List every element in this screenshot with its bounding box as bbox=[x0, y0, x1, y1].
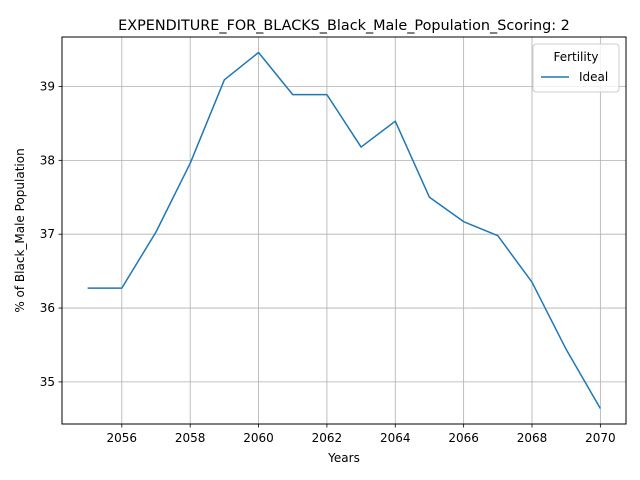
legend-box bbox=[532, 43, 620, 93]
y-axis-ticks: 35 36 37 38 39 bbox=[40, 79, 62, 389]
x-tick-label: 2056 bbox=[107, 431, 138, 445]
x-axis-ticks: 2056 2058 2060 2062 2064 2066 2068 2070 bbox=[107, 424, 616, 445]
y-axis-label: % of Black_Male Population bbox=[13, 148, 27, 312]
y-tick-label: 39 bbox=[40, 79, 55, 93]
axes-frame bbox=[61, 36, 627, 425]
legend-label: Ideal bbox=[579, 70, 608, 84]
chart-title: EXPENDITURE_FOR_BLACKS_Black_Male_Popula… bbox=[118, 18, 570, 34]
x-tick-label: 2058 bbox=[175, 431, 206, 445]
x-tick-label: 2068 bbox=[517, 431, 548, 445]
series-layer bbox=[87, 51, 602, 409]
y-tick-label: 35 bbox=[40, 375, 55, 389]
y-tick-label: 36 bbox=[40, 301, 55, 315]
grid bbox=[62, 37, 626, 424]
series-line bbox=[87, 51, 602, 409]
x-tick-label: 2066 bbox=[448, 431, 479, 445]
x-tick-label: 2060 bbox=[243, 431, 274, 445]
x-axis-label: Years bbox=[327, 451, 360, 465]
x-tick-label: 2070 bbox=[585, 431, 616, 445]
legend-title: Fertility bbox=[553, 50, 598, 64]
y-tick-label: 37 bbox=[40, 227, 55, 241]
y-tick-label: 38 bbox=[40, 153, 55, 167]
legend: Fertility Ideal bbox=[532, 43, 620, 93]
x-tick-label: 2064 bbox=[380, 431, 411, 445]
x-tick-label: 2062 bbox=[312, 431, 343, 445]
